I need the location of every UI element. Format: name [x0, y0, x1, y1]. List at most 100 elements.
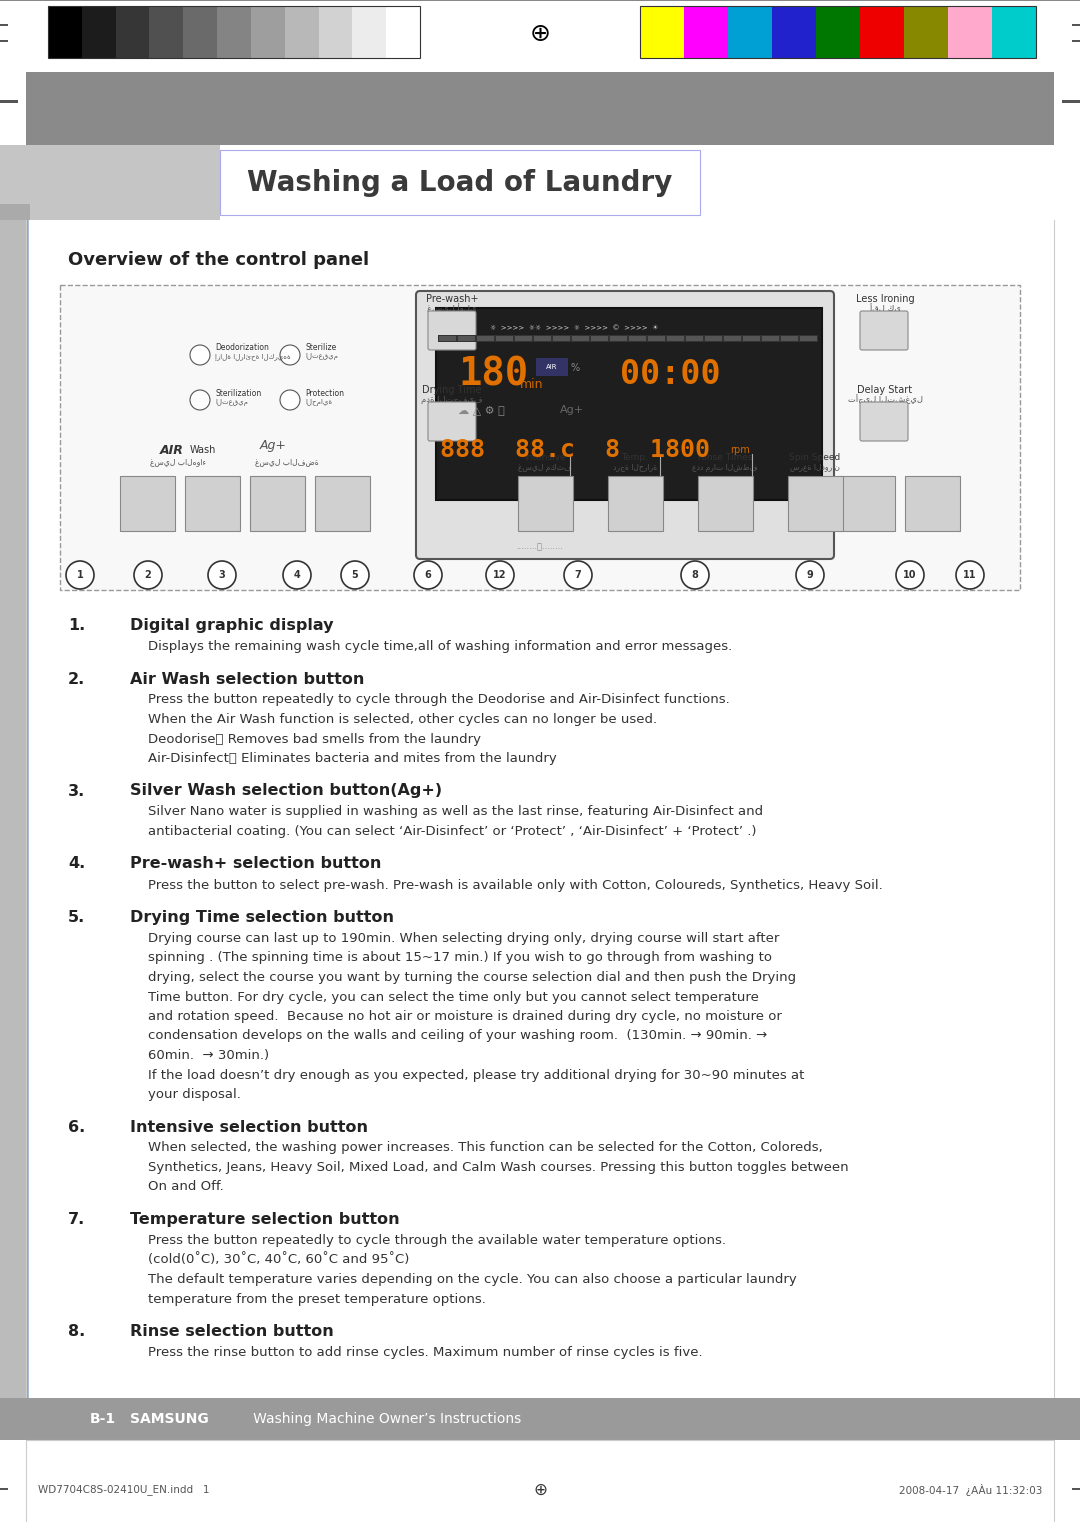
Bar — [26, 145, 1054, 221]
Text: Silver Wash selection button(Ag+): Silver Wash selection button(Ag+) — [130, 784, 442, 799]
Text: 12: 12 — [494, 571, 507, 580]
Text: Digital graphic display: Digital graphic display — [130, 618, 334, 633]
Text: your disposal.: your disposal. — [148, 1088, 241, 1100]
Bar — [728, 6, 772, 58]
Bar — [1052, 221, 1080, 1420]
Text: 3.: 3. — [68, 784, 85, 799]
Bar — [860, 6, 904, 58]
Text: 8: 8 — [691, 571, 699, 580]
Text: 5.: 5. — [68, 910, 85, 925]
Bar — [26, 221, 1054, 1420]
Text: غسيل بالهواء: غسيل بالهواء — [150, 458, 206, 467]
Text: 11: 11 — [963, 571, 976, 580]
Text: WD7704C8S-02410U_EN.indd   1: WD7704C8S-02410U_EN.indd 1 — [38, 1484, 210, 1496]
Text: درجة الحرارة: درجة الحرارة — [613, 463, 657, 472]
Text: Intensive: Intensive — [524, 452, 566, 461]
Circle shape — [190, 390, 210, 409]
Bar — [496, 336, 513, 341]
Bar — [743, 336, 760, 341]
Text: 6: 6 — [424, 571, 431, 580]
Text: (cold(0˚C), 30˚C, 40˚C, 60˚C and 95˚C): (cold(0˚C), 30˚C, 40˚C, 60˚C and 95˚C) — [148, 1254, 409, 1266]
Text: عدد مرات الشطف: عدد مرات الشطف — [692, 463, 758, 472]
Text: Temperature selection button: Temperature selection button — [130, 1212, 400, 1227]
Text: %: % — [570, 364, 580, 373]
Text: drying, select the course you want by turning the course selection dial and then: drying, select the course you want by tu… — [148, 971, 796, 985]
Text: 1: 1 — [77, 571, 83, 580]
Text: 7.: 7. — [68, 1212, 85, 1227]
Bar — [788, 476, 843, 531]
Text: When the Air Wash function is selected, other cycles can no longer be used.: When the Air Wash function is selected, … — [148, 712, 657, 726]
Bar — [772, 6, 816, 58]
Text: Washing a Load of Laundry: Washing a Load of Laundry — [247, 169, 673, 196]
Circle shape — [280, 390, 300, 409]
Bar — [572, 336, 589, 341]
Bar — [610, 336, 627, 341]
Bar — [438, 336, 456, 341]
Bar — [0, 1399, 1080, 1440]
FancyBboxPatch shape — [416, 291, 834, 559]
Text: On and Off.: On and Off. — [148, 1181, 224, 1193]
Text: Silver Nano water is supplied in washing as well as the last rinse, featuring Ai: Silver Nano water is supplied in washing… — [148, 805, 764, 819]
Text: غسيل أولي: غسيل أولي — [428, 303, 476, 314]
Text: 1.: 1. — [68, 618, 85, 633]
Text: Press the button repeatedly to cycle through the Deodorise and Air-Disinfect fun: Press the button repeatedly to cycle thr… — [148, 694, 730, 706]
Text: SAMSUNG: SAMSUNG — [130, 1412, 208, 1426]
Text: Press the button to select pre-wash. Pre-wash is available only with Cotton, Col: Press the button to select pre-wash. Pre… — [148, 878, 882, 892]
Bar — [553, 336, 570, 341]
Text: AIR: AIR — [160, 443, 184, 457]
Bar — [840, 476, 895, 531]
Text: Displays the remaining wash cycle time,all of washing information and error mess: Displays the remaining wash cycle time,a… — [148, 639, 732, 653]
Text: Intensive selection button: Intensive selection button — [130, 1120, 368, 1134]
Text: ⊕: ⊕ — [529, 21, 551, 46]
Text: الحماية: الحماية — [305, 399, 333, 405]
Bar — [686, 336, 703, 341]
Text: min: min — [519, 379, 543, 391]
Bar — [26, 72, 1054, 145]
Bar — [217, 6, 251, 58]
Bar — [185, 476, 240, 531]
Bar — [648, 336, 665, 341]
Text: أقل كي: أقل كي — [869, 303, 901, 314]
Bar — [48, 6, 420, 58]
Bar — [149, 6, 184, 58]
Text: غسيل بالفضة: غسيل بالفضة — [255, 458, 319, 467]
Bar — [816, 6, 860, 58]
Text: ........🐾........: ........🐾........ — [516, 542, 564, 551]
Text: Drying course can last up to 190min. When selecting drying only, drying course w: Drying course can last up to 190min. Whe… — [148, 931, 780, 945]
Circle shape — [414, 562, 442, 589]
Bar — [993, 6, 1036, 58]
Text: Time button. For dry cycle, you can select the time only but you cannot select t: Time button. For dry cycle, you can sele… — [148, 991, 759, 1003]
Circle shape — [208, 562, 237, 589]
Text: 4: 4 — [294, 571, 300, 580]
Text: ☁ △ ⚙ 🔒: ☁ △ ⚙ 🔒 — [458, 405, 504, 416]
Bar — [0, 24, 8, 26]
Text: and rotation speed.  Because no hot air or moisture is drained during dry cycle,: and rotation speed. Because no hot air o… — [148, 1011, 782, 1023]
Bar — [352, 6, 387, 58]
Text: التعقيم: التعقيم — [215, 399, 248, 405]
Bar — [762, 336, 779, 341]
Bar — [436, 307, 822, 501]
Bar — [319, 6, 352, 58]
Text: 5: 5 — [352, 571, 359, 580]
Text: Rinse selection button: Rinse selection button — [130, 1324, 334, 1339]
Text: 180: 180 — [458, 356, 528, 394]
Bar — [458, 336, 475, 341]
Circle shape — [896, 562, 924, 589]
Bar — [438, 335, 818, 342]
Text: غسيل مكثف: غسيل مكثف — [518, 463, 572, 472]
Text: Synthetics, Jeans, Heavy Soil, Mixed Load, and Calm Wash courses. Pressing this : Synthetics, Jeans, Heavy Soil, Mixed Loa… — [148, 1161, 849, 1173]
Circle shape — [66, 562, 94, 589]
Text: 888  88.c  8  1800: 888 88.c 8 1800 — [440, 438, 710, 463]
Text: 2008-04-17  ¿AÀu 11:32:03: 2008-04-17 ¿AÀu 11:32:03 — [899, 1484, 1042, 1496]
Text: condensation develops on the walls and ceiling of your washing room.  (130min. →: condensation develops on the walls and c… — [148, 1029, 767, 1043]
Text: AIR: AIR — [546, 364, 557, 370]
Bar — [1072, 1489, 1080, 1490]
Bar — [534, 336, 551, 341]
Text: 00:00: 00:00 — [620, 359, 720, 391]
Text: The default temperature varies depending on the cycle. You can also choose a par: The default temperature varies depending… — [148, 1272, 797, 1286]
Bar — [629, 336, 646, 341]
Text: Wash: Wash — [190, 444, 216, 455]
Bar — [1062, 100, 1080, 103]
Text: Air Wash selection button: Air Wash selection button — [130, 671, 364, 686]
Bar — [0, 145, 220, 221]
